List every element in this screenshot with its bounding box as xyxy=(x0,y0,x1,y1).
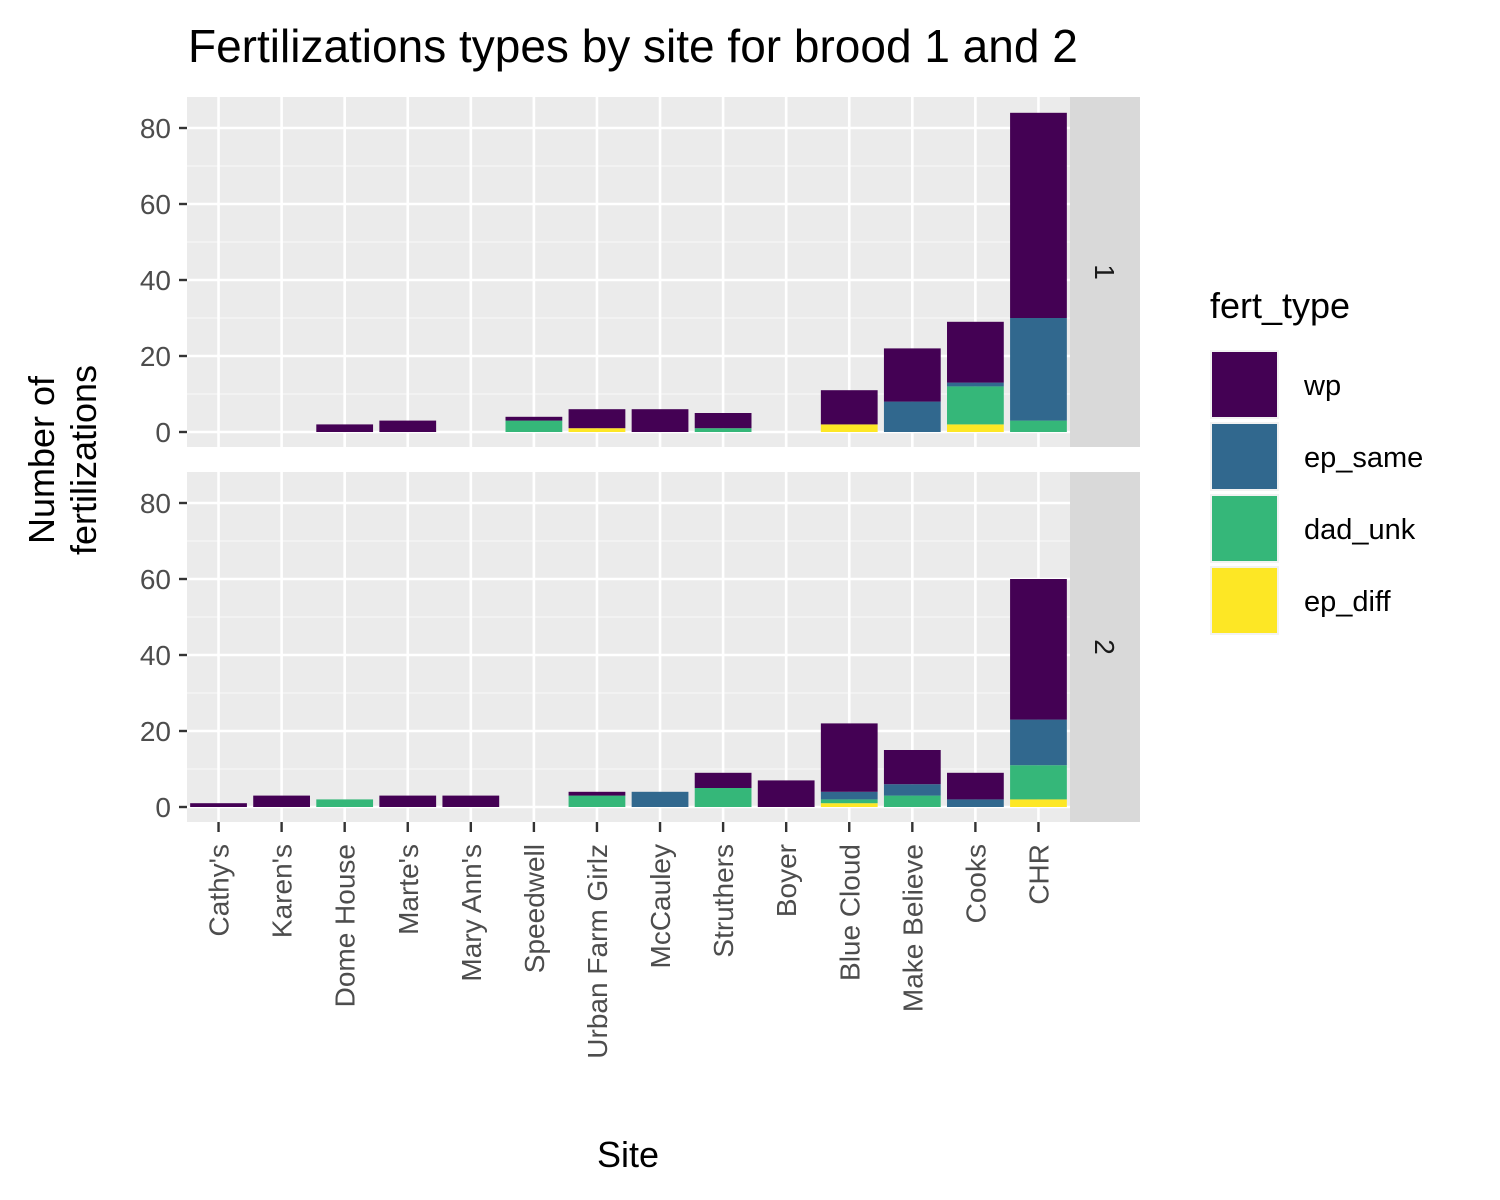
x-tick-label: McCauley xyxy=(645,844,676,968)
bar-wp-cathy-s-brood-2 xyxy=(190,803,247,807)
bar-wp-karen-s-brood-2 xyxy=(253,795,310,807)
facet-strip xyxy=(1070,97,1140,447)
bar-ep_same-chr-brood-1 xyxy=(1010,318,1067,421)
bar-dad_unk-urban-farm-girlz-brood-2 xyxy=(568,795,626,807)
bar-dad_unk-cooks-brood-1 xyxy=(947,386,1004,425)
bar-wp-dome-house-brood-1 xyxy=(316,424,374,432)
bar-wp-struthers-brood-2 xyxy=(694,772,752,788)
x-tick-label: Blue Cloud xyxy=(834,844,865,981)
x-tick-label: Cathy's xyxy=(204,844,235,937)
chart-title: Fertilizations types by site for brood 1… xyxy=(188,20,1078,72)
bar-ep_same-make-believe-brood-1 xyxy=(883,401,941,432)
y-tick-label: 60 xyxy=(140,189,171,220)
y-tick-label: 0 xyxy=(155,417,171,448)
legend-label-wp: wp xyxy=(1303,370,1341,402)
bar-dad_unk-blue-cloud-brood-2 xyxy=(820,799,878,804)
bar-wp-struthers-brood-1 xyxy=(694,413,752,429)
facet-strip-label: 2 xyxy=(1089,639,1120,655)
legend-label-ep_diff: ep_diff xyxy=(1304,586,1391,618)
bar-wp-marte-s-brood-1 xyxy=(379,420,437,432)
bar-dad_unk-dome-house-brood-2 xyxy=(316,799,374,807)
y-tick-label: 0 xyxy=(155,792,171,823)
bar-wp-make-believe-brood-2 xyxy=(883,750,941,785)
y-axis-title: Number offertilizations xyxy=(21,365,104,555)
bar-ep_same-blue-cloud-brood-2 xyxy=(820,791,878,800)
bar-wp-boyer-brood-2 xyxy=(757,780,815,807)
legend-key-ep_same xyxy=(1212,424,1277,489)
bar-dad_unk-struthers-brood-1 xyxy=(694,428,752,432)
y-tick-label: 40 xyxy=(140,265,171,296)
bar-wp-chr-brood-2 xyxy=(1010,579,1067,720)
bar-wp-cooks-brood-1 xyxy=(947,321,1004,383)
x-tick-label: CHR xyxy=(1023,844,1054,905)
x-tick-label: Dome House xyxy=(330,844,361,1007)
bar-dad_unk-struthers-brood-2 xyxy=(694,788,752,807)
bar-wp-blue-cloud-brood-1 xyxy=(820,390,878,425)
y-tick-label: 80 xyxy=(140,488,171,519)
legend-key-wp xyxy=(1212,352,1277,417)
legend: fert_type wp ep_same dad_unk ep_diff xyxy=(1210,285,1423,635)
bar-wp-urban-farm-girlz-brood-2 xyxy=(568,791,626,796)
bar-wp-chr-brood-1 xyxy=(1010,112,1067,318)
legend-title: fert_type xyxy=(1210,285,1350,326)
bar-dad_unk-speedwell-brood-1 xyxy=(505,420,563,432)
y-tick-label: 80 xyxy=(140,113,171,144)
facet-strip xyxy=(1070,472,1140,822)
bar-wp-make-believe-brood-1 xyxy=(883,348,941,402)
bar-ep_diff-urban-farm-girlz-brood-1 xyxy=(568,428,626,432)
facet-panels: 0 20 40 60 80 1 0 20 40 60 80 2 xyxy=(140,97,1140,823)
x-tick-label: Boyer xyxy=(771,844,802,917)
bar-ep_diff-blue-cloud-brood-2 xyxy=(820,803,878,807)
y-tick-label: 20 xyxy=(140,341,171,372)
bar-ep_same-cooks-brood-2 xyxy=(947,799,1004,807)
x-tick-label: Make Believe xyxy=(897,844,928,1012)
x-tick-label: Speedwell xyxy=(519,844,550,973)
svg-text:Number offertilizations: Number offertilizations xyxy=(21,365,104,555)
bar-ep_diff-cooks-brood-1 xyxy=(947,424,1004,432)
x-tick-label: Cooks xyxy=(960,844,991,923)
x-tick-label: Marte's xyxy=(393,844,424,935)
facet-panel-2: 0 20 40 60 80 2 xyxy=(140,472,1140,823)
legend-label-ep_same: ep_same xyxy=(1304,442,1423,474)
bar-ep_same-mccauley-brood-2 xyxy=(631,791,689,807)
x-tick-label: Karen's xyxy=(267,844,298,938)
bar-wp-mccauley-brood-1 xyxy=(631,409,689,432)
facet-strip-label: 1 xyxy=(1089,264,1120,280)
legend-key-ep_diff xyxy=(1212,568,1277,633)
x-tick-label: Mary Ann's xyxy=(456,844,487,982)
bar-ep_same-make-believe-brood-2 xyxy=(883,784,941,796)
x-tick-label: Urban Farm Girlz xyxy=(582,844,613,1059)
bar-dad_unk-chr-brood-1 xyxy=(1010,420,1067,432)
bar-wp-urban-farm-girlz-brood-1 xyxy=(568,409,626,429)
bar-ep_same-cooks-brood-1 xyxy=(947,382,1004,387)
legend-key-dad_unk xyxy=(1212,496,1277,561)
bar-wp-mary-ann-s-brood-2 xyxy=(442,795,500,807)
bar-wp-blue-cloud-brood-2 xyxy=(820,723,878,792)
bar-ep_diff-chr-brood-2 xyxy=(1010,799,1067,807)
bar-wp-speedwell-brood-1 xyxy=(505,416,563,421)
x-axis-title: Site xyxy=(597,1134,659,1175)
y-tick-label: 40 xyxy=(140,640,171,671)
legend-label-dad_unk: dad_unk xyxy=(1304,514,1416,546)
bar-ep_diff-blue-cloud-brood-1 xyxy=(820,424,878,432)
facet-panel-1: 0 20 40 60 80 1 xyxy=(140,97,1140,448)
bar-wp-marte-s-brood-2 xyxy=(379,795,437,807)
x-tick-label: Struthers xyxy=(708,844,739,958)
bar-ep_same-chr-brood-2 xyxy=(1010,719,1067,766)
y-tick-label: 60 xyxy=(140,564,171,595)
bar-wp-cooks-brood-2 xyxy=(947,772,1004,800)
bar-dad_unk-chr-brood-2 xyxy=(1010,765,1067,800)
bar-dad_unk-make-believe-brood-2 xyxy=(883,795,941,807)
x-axis: Cathy's Karen's Dome House Marte's Mary Ann'… xyxy=(204,822,1054,1059)
y-tick-label: 20 xyxy=(140,716,171,747)
